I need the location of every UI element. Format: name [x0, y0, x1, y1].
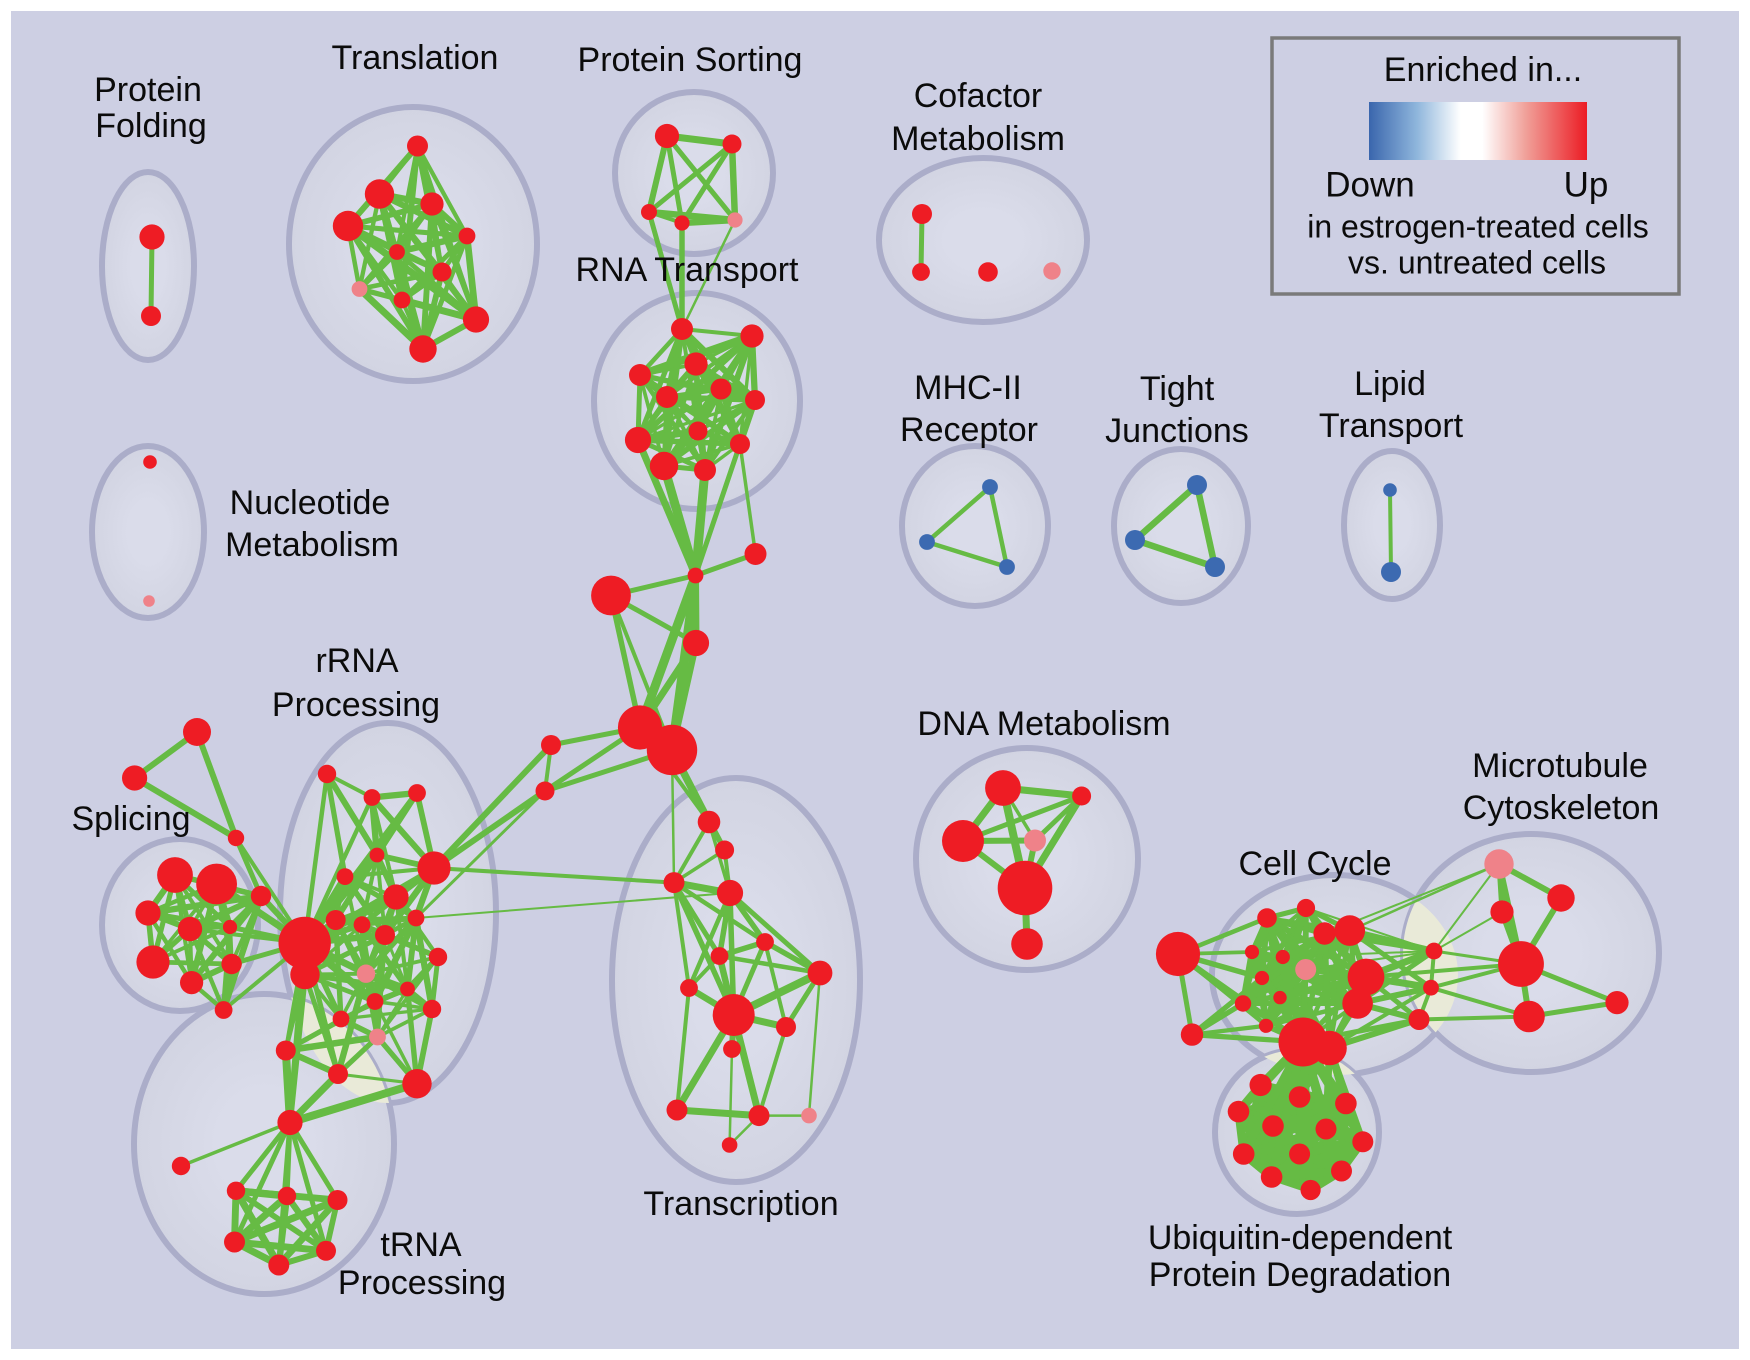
svg-text:Metabolism: Metabolism: [225, 526, 399, 564]
svg-text:Microtubule: Microtubule: [1472, 747, 1648, 785]
svg-text:vs. untreated cells: vs. untreated cells: [1348, 244, 1606, 280]
svg-text:Up: Up: [1564, 165, 1609, 204]
svg-text:Processing: Processing: [338, 1264, 506, 1302]
svg-text:Cell Cycle: Cell Cycle: [1238, 845, 1391, 883]
svg-text:Receptor: Receptor: [900, 411, 1038, 449]
svg-text:DNA Metabolism: DNA Metabolism: [917, 705, 1170, 743]
svg-text:Processing: Processing: [272, 686, 440, 724]
svg-text:Protein Sorting: Protein Sorting: [578, 41, 803, 79]
svg-text:Protein: Protein: [94, 71, 202, 109]
svg-text:Protein Degradation: Protein Degradation: [1149, 1256, 1451, 1294]
svg-text:Transcription: Transcription: [643, 1185, 838, 1223]
svg-text:Cofactor: Cofactor: [914, 77, 1043, 115]
svg-text:Tight: Tight: [1140, 370, 1215, 408]
svg-text:Lipid: Lipid: [1354, 365, 1426, 403]
svg-text:Splicing: Splicing: [71, 800, 190, 838]
svg-text:Enriched in...: Enriched in...: [1384, 51, 1582, 89]
svg-text:Down: Down: [1325, 165, 1414, 204]
svg-text:MHC-II: MHC-II: [914, 369, 1022, 407]
svg-text:Ubiquitin-dependent: Ubiquitin-dependent: [1148, 1219, 1453, 1257]
svg-text:rRNA: rRNA: [315, 642, 398, 680]
svg-text:in estrogen-treated cells: in estrogen-treated cells: [1307, 208, 1649, 244]
svg-text:Transport: Transport: [1319, 407, 1464, 445]
svg-text:tRNA: tRNA: [380, 1226, 462, 1264]
svg-text:Nucleotide: Nucleotide: [230, 484, 391, 522]
svg-text:Metabolism: Metabolism: [891, 120, 1065, 158]
svg-text:RNA Transport: RNA Transport: [576, 251, 800, 289]
svg-text:Junctions: Junctions: [1105, 412, 1249, 450]
svg-text:Translation: Translation: [332, 39, 499, 77]
svg-text:Folding: Folding: [95, 107, 207, 145]
svg-text:Cytoskeleton: Cytoskeleton: [1463, 789, 1660, 827]
